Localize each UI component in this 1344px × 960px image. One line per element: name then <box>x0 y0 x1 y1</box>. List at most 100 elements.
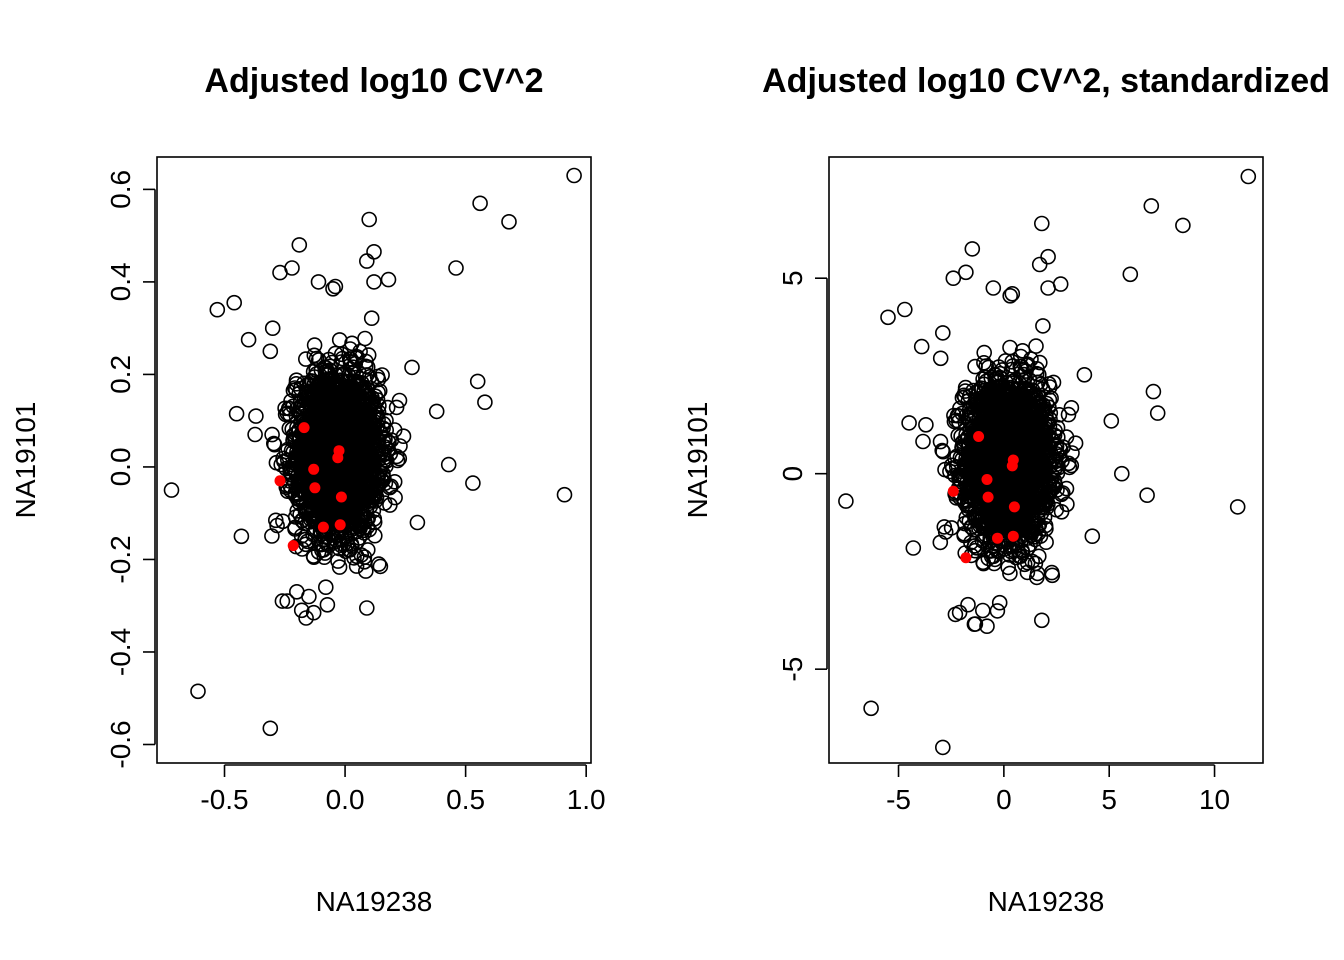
scatter-point-outlier <box>361 211 378 228</box>
scatter-point <box>358 435 375 452</box>
scatter-point <box>1023 351 1039 367</box>
scatter-point <box>313 399 329 416</box>
scatter-point <box>357 422 374 439</box>
highlight-point <box>298 422 310 434</box>
x-tick-label: 1.0 <box>567 784 606 815</box>
scatter-point <box>306 347 323 364</box>
scatter-point-outlier <box>264 320 281 337</box>
scatter-point <box>325 378 342 395</box>
scatter-point <box>967 511 984 528</box>
scatter-point <box>292 473 309 490</box>
scatter-point <box>313 362 330 379</box>
scatter-points-right <box>838 168 1257 756</box>
scatter-point-outlier <box>566 167 582 184</box>
scatter-point-outlier <box>428 403 445 420</box>
scatter-point <box>294 398 310 415</box>
scatter-point <box>340 541 357 558</box>
scatter-point <box>267 512 284 529</box>
scatter-point-outlier <box>228 405 245 422</box>
scatter-point <box>331 540 348 557</box>
scatter-point <box>298 505 315 521</box>
scatter-point <box>382 497 398 513</box>
scatter-point <box>1040 496 1056 512</box>
scatter-point <box>404 359 420 376</box>
scatter-point <box>950 413 967 430</box>
scatter-point <box>356 482 372 498</box>
scatter-point <box>367 486 383 503</box>
scatter-point <box>363 484 380 501</box>
scatter-point-outlier <box>325 280 341 297</box>
scatter-point <box>1055 485 1071 501</box>
scatter-point-outlier <box>317 579 334 596</box>
scatter-point <box>375 415 392 432</box>
highlight-point <box>274 475 286 487</box>
scatter-point <box>308 513 324 530</box>
scatter-point <box>1002 565 1018 582</box>
scatter-point <box>363 310 380 327</box>
scatter-point <box>322 401 339 418</box>
scatter-point-outlier <box>469 373 486 390</box>
scatter-point <box>348 387 364 403</box>
scatter-point <box>340 367 357 384</box>
scatter-point <box>371 397 387 414</box>
scatter-point-outlier <box>240 331 257 348</box>
y-tick-label: -0.6 <box>105 720 136 768</box>
scatter-point <box>1028 338 1044 354</box>
scatter-point <box>379 399 396 416</box>
scatter-point-outlier <box>226 294 242 311</box>
scatter-point <box>1023 524 1039 541</box>
scatter-point <box>318 469 335 485</box>
scatter-point <box>305 548 322 564</box>
scatter-point <box>342 361 359 377</box>
scatter-point-outlier <box>248 408 264 424</box>
scatter-point-outlier <box>262 720 279 737</box>
scatter-point-outlier <box>291 237 308 253</box>
scatter-point <box>1060 406 1077 423</box>
scatter-point <box>342 510 359 526</box>
scatter-point <box>282 460 298 477</box>
scatter-point <box>297 531 313 548</box>
scatter-point <box>339 410 356 427</box>
scatter-point <box>388 399 405 416</box>
scatter-point <box>342 351 359 367</box>
highlight-point <box>334 519 346 531</box>
scatter-point <box>317 545 333 561</box>
highlight-point <box>287 540 299 552</box>
scatter-point-outlier <box>366 244 382 260</box>
scatter-point <box>1063 457 1080 474</box>
scatter-point <box>291 482 308 498</box>
scatter-point <box>373 461 389 477</box>
scatter-points-left <box>163 167 582 737</box>
scatter-point <box>344 335 360 352</box>
scatter-point <box>357 330 373 347</box>
highlight-point <box>317 521 329 533</box>
scatter-point <box>986 366 1003 383</box>
scatter-point-outlier <box>501 214 517 230</box>
scatter-point <box>314 474 330 491</box>
scatter-point-outlier <box>272 264 288 281</box>
scatter-point <box>392 438 408 454</box>
scatter-point <box>360 347 377 363</box>
scatter-point <box>1038 395 1055 412</box>
scatter-point <box>282 406 298 423</box>
scatter-point <box>264 426 280 443</box>
scatter-point <box>300 436 316 453</box>
scatter-point <box>337 461 354 478</box>
scatter-point-outlier <box>293 602 310 619</box>
scatter-point-outlier <box>465 475 481 491</box>
y-tick-label: 0.2 <box>105 355 136 394</box>
scatter-point <box>319 418 335 435</box>
highlight-point <box>309 482 321 494</box>
scatter-point <box>962 480 978 497</box>
scatter-point <box>376 449 393 466</box>
scatter-point <box>915 433 931 450</box>
scatter-point <box>314 401 331 418</box>
x-tick-label: -0.5 <box>200 784 248 815</box>
x-tick-label: 0.0 <box>326 784 365 815</box>
scatter-point <box>391 392 408 409</box>
scatter-point <box>1013 358 1030 375</box>
scatter-point <box>350 498 366 515</box>
scatter-point <box>1000 559 1017 576</box>
scatter-point <box>319 596 336 613</box>
